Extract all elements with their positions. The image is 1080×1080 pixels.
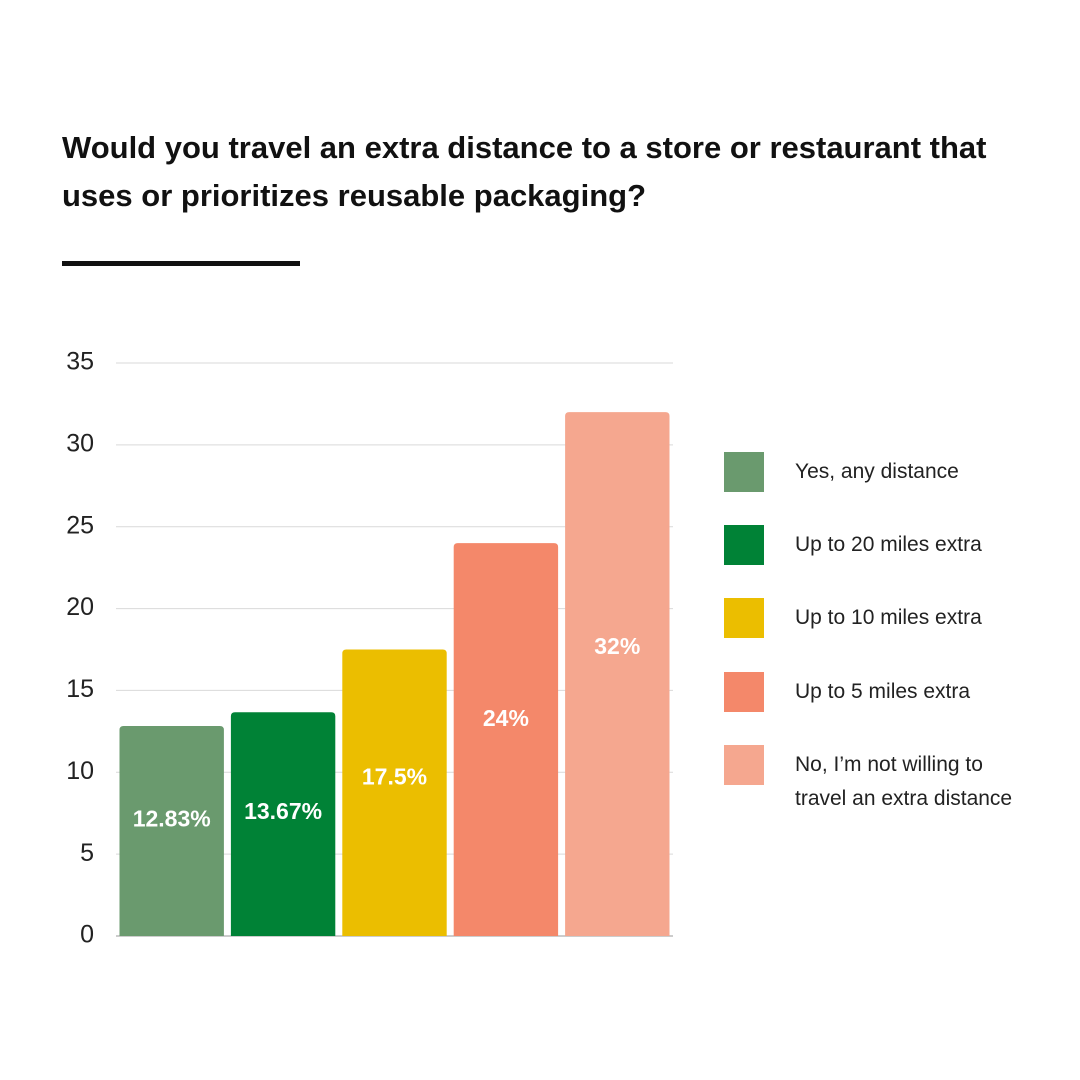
y-tick-label: 25: [66, 511, 94, 539]
y-tick-label: 30: [66, 429, 94, 457]
y-tick-label: 5: [80, 839, 94, 867]
y-tick-label: 35: [66, 348, 94, 376]
title-rule: [62, 261, 300, 266]
legend-swatch: [724, 745, 764, 785]
legend-label: Up to 10 miles extra: [795, 606, 982, 629]
legend-item: Up to 20 miles extra: [724, 525, 1025, 565]
legend-label: No, I’m not willing to travel an extra d…: [795, 753, 1013, 810]
bar: [230, 712, 336, 936]
value-label: 32%: [594, 633, 640, 659]
value-label: 17.5%: [362, 764, 427, 790]
legend-item: Yes, any distance: [724, 452, 1025, 492]
legend-label: Up to 5 miles extra: [795, 680, 971, 703]
legend-swatch: [724, 598, 764, 638]
legend-swatch: [724, 672, 764, 712]
bar: [565, 412, 670, 937]
y-tick-label: 20: [66, 593, 94, 621]
legend-label: Up to 20 miles extra: [795, 533, 982, 556]
value-label: 12.83%: [133, 806, 211, 832]
legend-swatch: [724, 525, 764, 565]
bar: [119, 725, 224, 936]
y-tick-label: 10: [66, 757, 94, 785]
y-tick-label: 15: [66, 675, 94, 703]
value-label: 24%: [483, 705, 529, 731]
legend-item: No, I’m not willing to travel an extra d…: [724, 745, 1025, 816]
value-label: 13.67%: [244, 798, 322, 824]
y-tick-label: 0: [80, 921, 94, 949]
legend-item: Up to 10 miles extra: [724, 598, 1025, 638]
bar: [342, 649, 447, 936]
legend-item: Up to 5 miles extra: [724, 672, 1025, 712]
legend-label: Yes, any distance: [795, 460, 959, 483]
bar: [453, 543, 559, 936]
legend-swatch: [724, 452, 764, 492]
chart-title: Would you travel an extra distance to a …: [62, 130, 987, 213]
